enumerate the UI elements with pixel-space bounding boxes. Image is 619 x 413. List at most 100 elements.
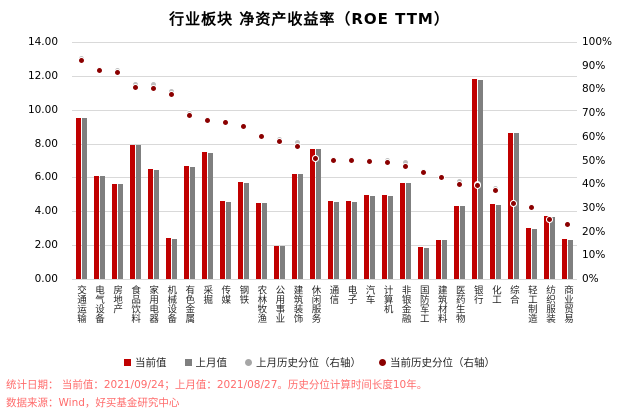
bar-current [93, 175, 99, 279]
footer-stat-date: 统计日期： 当前值：2021/09/24；上月值：2021/08/27。历史分位… [6, 379, 428, 391]
bar-previous [189, 167, 195, 279]
category-label: 钢铁 [237, 285, 249, 304]
gridline [72, 245, 577, 247]
dot-current-percentile [528, 204, 536, 212]
right-axis-tick-label: 100% [582, 36, 613, 48]
right-axis-tick-label: 70% [582, 107, 606, 120]
bar-current [418, 246, 424, 279]
bar-current [111, 184, 117, 279]
bar-current [436, 240, 442, 279]
category-label: 建筑材料 [435, 285, 447, 323]
gridline [72, 42, 577, 43]
category-label: 机械设备 [165, 285, 177, 323]
category-label: 计算机 [381, 285, 393, 314]
bar-previous [153, 169, 159, 279]
dot-current-percentile [149, 84, 157, 92]
category-label: 商业贸易 [561, 285, 573, 323]
bar-previous [460, 206, 466, 279]
gridline [72, 177, 577, 179]
legend-dot-swatch [379, 359, 386, 366]
category-label: 食品饮料 [129, 285, 141, 323]
gridline [72, 143, 577, 145]
dot-current-percentile [113, 69, 121, 77]
bar-previous [388, 196, 394, 279]
bar-previous [279, 245, 285, 279]
bar-current [400, 183, 406, 279]
legend-item: 当前值 [124, 355, 167, 370]
left-axis-tick-label: 8.00 [34, 137, 58, 150]
bar-previous [207, 152, 213, 279]
category-label: 汽车 [363, 285, 375, 304]
left-axis-tick-label: 0.00 [34, 273, 58, 285]
category-label: 纺织服装 [543, 285, 555, 323]
right-axis-tick-label: 0% [582, 273, 599, 285]
dot-current-percentile [95, 66, 103, 74]
gridline [72, 75, 577, 77]
dot-current-percentile [203, 116, 211, 124]
bar-current [237, 181, 243, 279]
chart-legend: 当前值 上月值 上月历史分位（右轴） 当前历史分位（右轴） [0, 355, 619, 370]
dot-current-percentile [239, 122, 247, 130]
legend-label: 上月值 [195, 357, 228, 369]
dot-current-percentile [77, 57, 85, 65]
bar-current [183, 165, 189, 279]
legend-dot-swatch [245, 359, 252, 366]
bar-previous [261, 202, 267, 279]
right-axis-tick-label: 80% [582, 83, 606, 96]
legend-square-swatch [184, 359, 192, 366]
legend-label: 上月历史分位（右轴） [256, 357, 361, 369]
bar-previous [514, 133, 520, 279]
dot-current-percentile [348, 157, 356, 164]
dot-current-percentile [438, 173, 446, 181]
category-label: 电子 [345, 285, 357, 304]
bar-previous [370, 196, 376, 279]
dot-current-percentile [384, 159, 392, 167]
legend-label: 当前历史分位（右轴） [390, 357, 495, 369]
chart-title: 行业板块 净资产收益率（ROE TTM） [169, 10, 450, 28]
bar-current [75, 118, 81, 279]
dot-current-percentile [420, 168, 428, 176]
dot-current-percentile [330, 157, 338, 164]
bar-previous [424, 247, 430, 279]
category-label: 家用电器 [147, 285, 159, 323]
category-label: 综合 [507, 285, 519, 304]
dot-current-percentile [402, 162, 410, 170]
bar-current [147, 168, 153, 279]
bar-current [129, 145, 135, 279]
bar-current [454, 206, 460, 279]
category-label: 化工 [489, 285, 501, 304]
left-axis-tick-label: 2.00 [34, 239, 58, 252]
bar-previous [568, 240, 574, 279]
left-axis-tick-label: 4.00 [34, 205, 58, 218]
bar-current [346, 201, 352, 279]
legend-item: 当前历史分位（右轴） [379, 355, 495, 370]
category-label: 银行 [471, 285, 483, 304]
right-axis-tick-label: 40% [582, 178, 606, 191]
dot-current-percentile [293, 142, 301, 150]
footer-data-source: 数据来源：Wind，好买基金研究中心 [6, 397, 180, 409]
dot-current-percentile [492, 186, 500, 194]
category-label: 房地产 [111, 285, 123, 314]
gridline [72, 211, 577, 213]
bar-current [328, 201, 334, 279]
legend-label: 当前值 [135, 357, 167, 369]
bar-current [255, 202, 261, 279]
category-label: 轻工制造 [525, 285, 537, 323]
bar-previous [225, 201, 231, 279]
dot-current-percentile [456, 180, 464, 188]
right-axis-tick-label: 60% [582, 130, 606, 143]
category-label: 通信 [327, 285, 339, 304]
bar-previous [352, 201, 358, 279]
bar-current [526, 228, 532, 279]
dot-current-percentile [546, 216, 554, 224]
dot-current-percentile [167, 90, 175, 98]
right-axis-tick-label: 10% [582, 249, 606, 262]
bar-previous [334, 201, 340, 279]
bar-current [165, 238, 171, 279]
dot-current-percentile [221, 119, 229, 127]
gridline [72, 279, 577, 280]
legend-item: 上月历史分位（右轴） [245, 355, 361, 370]
bar-previous [550, 217, 556, 279]
bar-previous [99, 175, 105, 279]
